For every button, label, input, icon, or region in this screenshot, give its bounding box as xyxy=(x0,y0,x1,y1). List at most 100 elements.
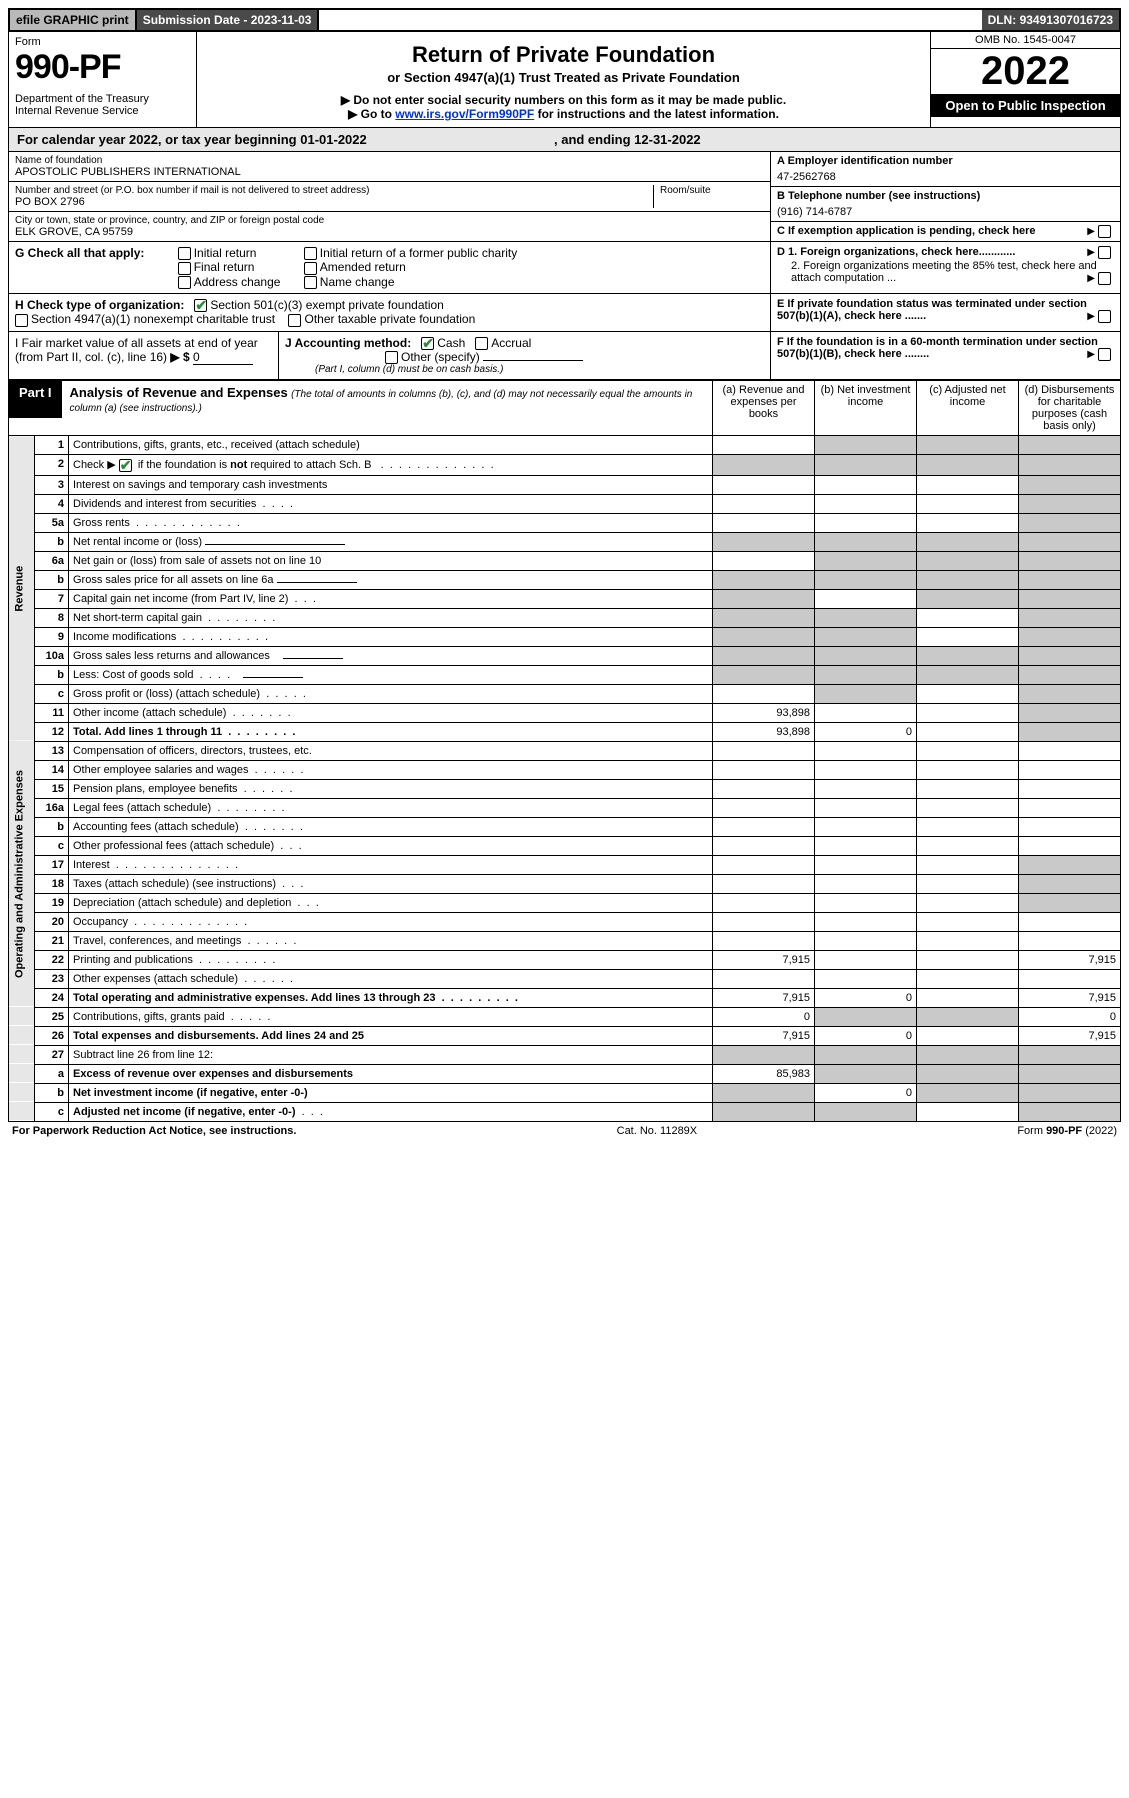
l14-desc: Other employee salaries and wages . . . … xyxy=(69,760,713,779)
d1-checkbox[interactable] xyxy=(1098,246,1111,259)
j-cash-checkbox[interactable] xyxy=(421,337,434,350)
l27c-desc: Adjusted net income (if negative, enter … xyxy=(69,1102,713,1121)
e-checkbox[interactable] xyxy=(1098,310,1111,323)
addr-label: Number and street (or P.O. box number if… xyxy=(15,185,653,196)
calendar-year-row: For calendar year 2022, or tax year begi… xyxy=(8,128,1121,152)
line-25: 25Contributions, gifts, grants paid . . … xyxy=(9,1007,1121,1026)
j-other-checkbox[interactable] xyxy=(385,351,398,364)
irs-label: Internal Revenue Service xyxy=(15,105,190,117)
line-6b: bGross sales price for all assets on lin… xyxy=(9,570,1121,589)
revenue-side-label: Revenue xyxy=(9,436,35,742)
l18-desc: Taxes (attach schedule) (see instruction… xyxy=(69,874,713,893)
g-initial-former-checkbox[interactable] xyxy=(304,247,317,260)
line-5b: bNet rental income or (loss) xyxy=(9,532,1121,551)
line-8: 8Net short-term capital gain . . . . . .… xyxy=(9,608,1121,627)
h-other-checkbox[interactable] xyxy=(288,314,301,327)
g-opt-0: Initial return xyxy=(194,246,257,260)
l4-desc: Dividends and interest from securities .… xyxy=(69,494,713,513)
g-opt-3: Initial return of a former public charit… xyxy=(320,246,517,260)
line-6a: 6aNet gain or (loss) from sale of assets… xyxy=(9,551,1121,570)
line-10a: 10aGross sales less returns and allowanc… xyxy=(9,646,1121,665)
j-block: J Accounting method: Cash Accrual Other … xyxy=(279,332,770,380)
l2-checkbox[interactable] xyxy=(119,459,132,472)
line-18: 18Taxes (attach schedule) (see instructi… xyxy=(9,874,1121,893)
l22-desc: Printing and publications . . . . . . . … xyxy=(69,950,713,969)
l9-desc: Income modifications . . . . . . . . . . xyxy=(69,627,713,646)
l20-desc: Occupancy . . . . . . . . . . . . . xyxy=(69,912,713,931)
g-opt-1: Final return xyxy=(194,260,255,274)
submission-date-label: Submission Date - xyxy=(143,13,251,27)
calyear-pre: For calendar year 2022, or tax year begi… xyxy=(17,132,300,147)
line-4: 4Dividends and interest from securities … xyxy=(9,494,1121,513)
ein-value: 47-2562768 xyxy=(777,171,1114,183)
g-address-change-checkbox[interactable] xyxy=(178,276,191,289)
line-3: 3Interest on savings and temporary cash … xyxy=(9,475,1121,494)
l27a-desc: Excess of revenue over expenses and disb… xyxy=(69,1064,713,1083)
h-opt-2: Section 4947(a)(1) nonexempt charitable … xyxy=(31,312,275,326)
g-initial-return-checkbox[interactable] xyxy=(178,247,191,260)
irs-link[interactable]: www.irs.gov/Form990PF xyxy=(395,107,534,121)
city-value: ELK GROVE, CA 95759 xyxy=(15,226,764,238)
j-accrual: Accrual xyxy=(491,336,531,350)
g-block: G Check all that apply: Initial return F… xyxy=(9,242,770,293)
l2-desc: Check ▶ if the foundation is not require… xyxy=(69,455,713,476)
line-26: 26Total expenses and disbursements. Add … xyxy=(9,1026,1121,1045)
foundation-name-cell: Name of foundation APOSTOLIC PUBLISHERS … xyxy=(9,152,770,182)
g-name-change-checkbox[interactable] xyxy=(304,276,317,289)
col-d-header: (d) Disbursements for charitable purpose… xyxy=(1019,381,1121,436)
dln-label: DLN: xyxy=(988,13,1020,27)
l10b-desc: Less: Cost of goods sold . . . . xyxy=(69,665,713,684)
l7-desc: Capital gain net income (from Part IV, l… xyxy=(69,589,713,608)
note2-pre: ▶ Go to xyxy=(348,107,395,121)
phone-value: (916) 714-6787 xyxy=(777,206,1114,218)
l26-desc: Total expenses and disbursements. Add li… xyxy=(69,1026,713,1045)
f-label: F If the foundation is in a 60-month ter… xyxy=(777,336,1098,360)
l19-desc: Depreciation (attach schedule) and deple… xyxy=(69,893,713,912)
submission-date-value: 2023-11-03 xyxy=(251,13,312,27)
j-accrual-checkbox[interactable] xyxy=(475,337,488,350)
d2-label: 2. Foreign organizations meeting the 85%… xyxy=(791,260,1097,284)
e-block: E If private foundation status was termi… xyxy=(770,294,1120,331)
g-final-return-checkbox[interactable] xyxy=(178,262,191,275)
h-4947-checkbox[interactable] xyxy=(15,314,28,327)
f-checkbox[interactable] xyxy=(1098,348,1111,361)
c-checkbox[interactable] xyxy=(1098,225,1111,238)
h-label: H Check type of organization: xyxy=(15,298,184,312)
i-arrow: ▶ $ xyxy=(170,350,189,364)
line-11: 11Other income (attach schedule) . . . .… xyxy=(9,703,1121,722)
j-label: J Accounting method: xyxy=(285,336,411,350)
h-opt-1: Section 501(c)(3) exempt private foundat… xyxy=(210,298,443,312)
line-23: 23Other expenses (attach schedule) . . .… xyxy=(9,969,1121,988)
form-note-1: ▶ Do not enter social security numbers o… xyxy=(207,93,920,107)
name-label: Name of foundation xyxy=(15,155,764,166)
i-value: 0 xyxy=(193,350,253,365)
c-cell: C If exemption application is pending, c… xyxy=(771,222,1120,240)
l23-desc: Other expenses (attach schedule) . . . .… xyxy=(69,969,713,988)
line-16b: bAccounting fees (attach schedule) . . .… xyxy=(9,817,1121,836)
h-501c3-checkbox[interactable] xyxy=(194,299,207,312)
l5a-desc: Gross rents . . . . . . . . . . . . xyxy=(69,513,713,532)
entity-left: Name of foundation APOSTOLIC PUBLISHERS … xyxy=(9,152,770,241)
g-opt-5: Name change xyxy=(320,275,395,289)
j-note: (Part I, column (d) must be on cash basi… xyxy=(285,364,764,375)
l12-a: 93,898 xyxy=(713,722,815,741)
form-number: 990-PF xyxy=(15,48,190,87)
omb-number: OMB No. 1545-0047 xyxy=(931,32,1120,49)
l24-b: 0 xyxy=(815,988,917,1007)
g-amended-checkbox[interactable] xyxy=(304,262,317,275)
phone-label: B Telephone number (see instructions) xyxy=(777,190,1114,202)
l27a-a: 85,983 xyxy=(713,1064,815,1083)
l5b-desc: Net rental income or (loss) xyxy=(69,532,713,551)
city-cell: City or town, state or province, country… xyxy=(9,212,770,241)
d1-label: D 1. Foreign organizations, check here..… xyxy=(777,246,1015,258)
arrow-icon xyxy=(1084,246,1098,258)
form-note-2: ▶ Go to www.irs.gov/Form990PF for instru… xyxy=(207,107,920,121)
d2-checkbox[interactable] xyxy=(1098,272,1111,285)
form-right-block: OMB No. 1545-0047 2022 Open to Public In… xyxy=(930,32,1120,127)
form-label: Form xyxy=(15,36,190,48)
efile-badge[interactable]: efile GRAPHIC print xyxy=(10,10,137,30)
entity-info-block: Name of foundation APOSTOLIC PUBLISHERS … xyxy=(8,152,1121,242)
part1-title: Analysis of Revenue and Expenses xyxy=(70,385,288,400)
l24-desc: Total operating and administrative expen… xyxy=(69,988,713,1007)
line-7: 7Capital gain net income (from Part IV, … xyxy=(9,589,1121,608)
